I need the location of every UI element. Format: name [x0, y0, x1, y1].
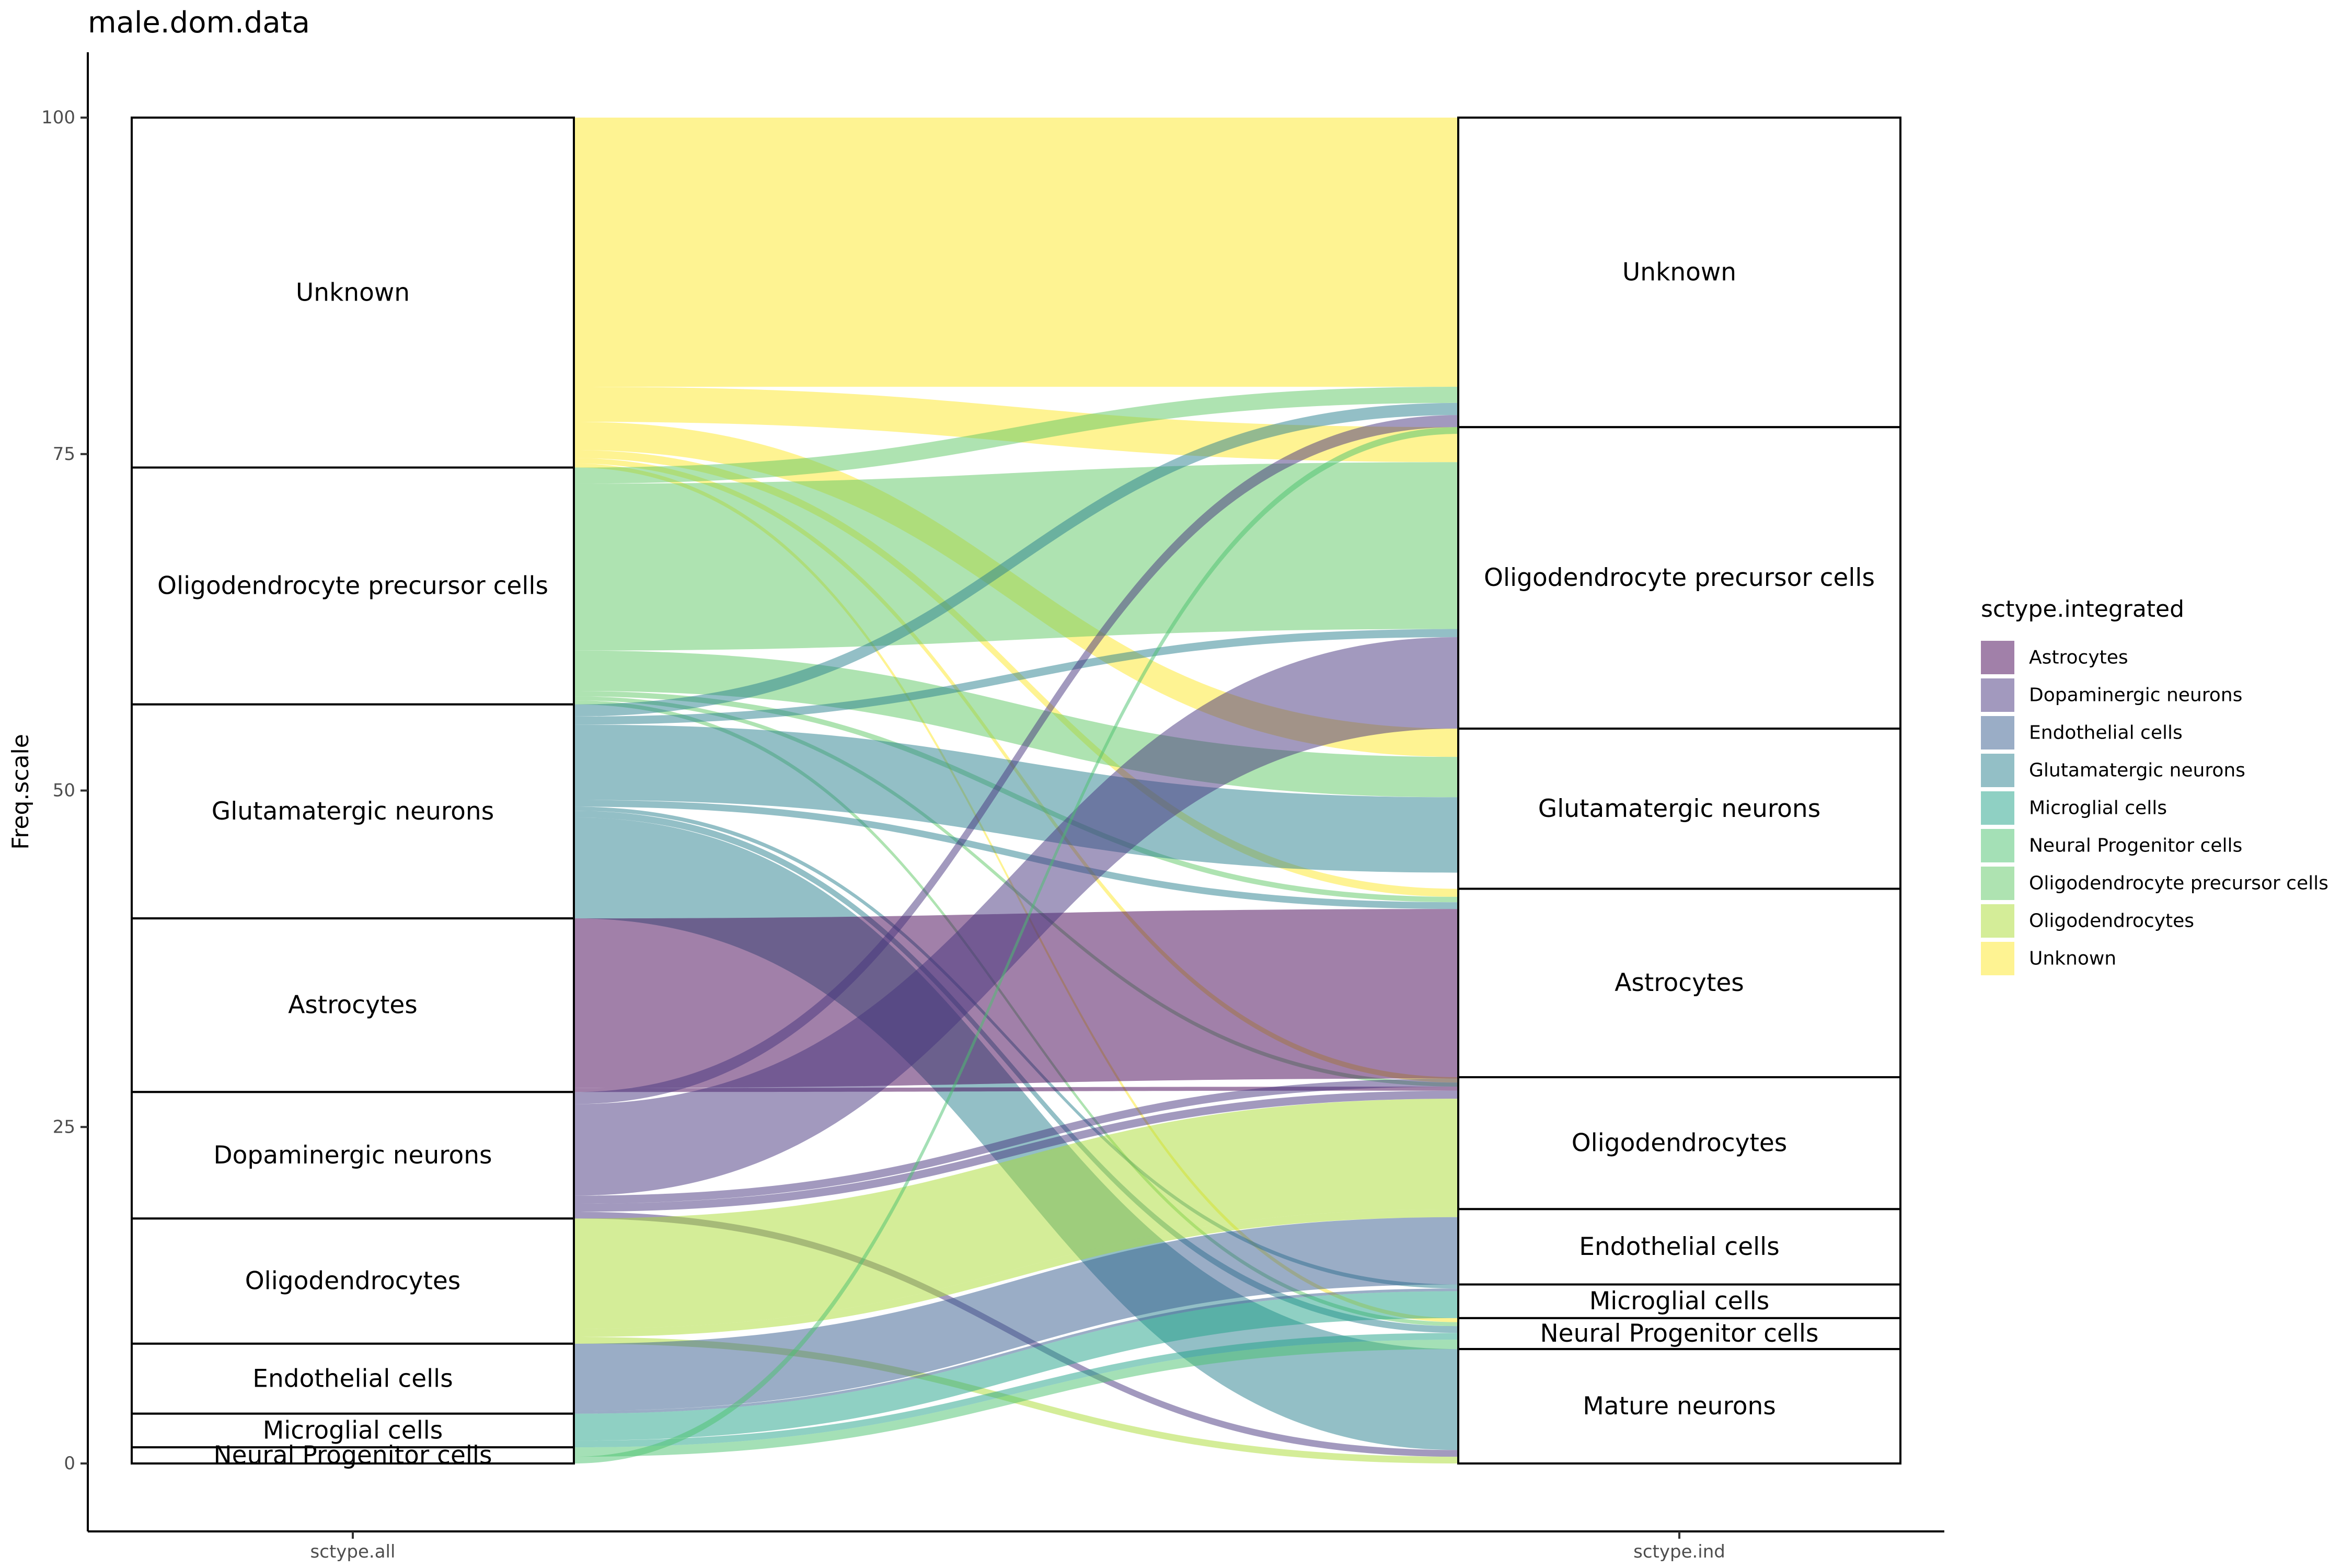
y-tick-label: 0: [64, 1453, 75, 1474]
flow-glutamatergic-neurons-to-unknown: [574, 402, 1458, 717]
stratum-left-glutamatergic-neurons: [131, 703, 575, 920]
y-tick-label: 25: [53, 1116, 75, 1137]
flow-endothelial-cells-to-endothelial-cells: [574, 1217, 1458, 1411]
stratum-label-right-mature-neurons: Mature neurons: [1583, 1392, 1776, 1421]
legend-label-endothelial-cells: Endothelial cells: [2029, 722, 2183, 744]
flow-dopaminergic-neurons-to-astrocytes: [574, 1078, 1458, 1204]
legend-title: sctype.integrated: [1981, 596, 2184, 622]
legend-key-glutamatergic-neurons: [1981, 754, 2014, 787]
flow-unknown-to-unknown: [574, 118, 1458, 387]
stratum-left-endothelial-cells: [131, 1342, 575, 1415]
legend-key-oligodendrocyte-precursor-cells: [1981, 867, 2014, 900]
stratum-label-right-unknown: Unknown: [1622, 258, 1736, 287]
flow-endothelial-cells-to-microglial-cells: [574, 1288, 1458, 1414]
stratum-label-right-oligodendrocyte-precursor-cells: Oligodendrocyte precursor cells: [1484, 563, 1875, 592]
legend-key-neural-progenitor-cells: [1981, 829, 2014, 862]
legend-key-astrocytes: [1981, 641, 2014, 674]
legend-label-oligodendrocyte-precursor-cells: Oligodendrocyte precursor cells: [2029, 873, 2328, 894]
stratum-label-left-dopaminergic-neurons: Dopaminergic neurons: [213, 1141, 492, 1170]
stratum-left-microglial-cells: [131, 1412, 575, 1449]
legend-label-astrocytes: Astrocytes: [2029, 647, 2128, 668]
flows-layer: [574, 118, 1458, 1463]
x-tick-label-sctype-ind: sctype.ind: [1633, 1541, 1725, 1562]
stratum-label-left-endothelial-cells: Endothelial cells: [252, 1364, 453, 1393]
flow-neural-progenitor-cells-to-unknown: [574, 427, 1458, 1463]
legend-label-glutamatergic-neurons: Glutamatergic neurons: [2029, 760, 2245, 781]
stratum-right-glutamatergic-neurons: [1457, 728, 1901, 890]
axes-layer: 0 25 50 75 100 sctype.all sctype.ind Freq.scale…: [7, 6, 1944, 1562]
stratum-right-oligodendrocytes: [1457, 1076, 1901, 1210]
legend-label-microglial-cells: Microglial cells: [2029, 798, 2167, 819]
stratum-label-left-glutamatergic-neurons: Glutamatergic neurons: [212, 797, 494, 826]
y-tick-label: 100: [41, 107, 75, 128]
y-tick-label: 50: [53, 780, 75, 801]
legend-key-endothelial-cells: [1981, 716, 2014, 750]
y-axis-title: Freq.scale: [7, 734, 34, 850]
stratum-label-right-glutamatergic-neurons: Glutamatergic neurons: [1538, 794, 1820, 823]
flow-neural-progenitor-cells-to-neural-progenitor-cells: [574, 1340, 1458, 1457]
flow-dopaminergic-neurons-to-unknown: [574, 415, 1458, 1104]
stratum-right-microglial-cells: [1457, 1283, 1901, 1319]
chart-title: male.dom.data: [88, 6, 310, 40]
stratum-right-astrocytes: [1457, 887, 1901, 1078]
legend-key-oligodendrocytes: [1981, 904, 2014, 938]
flow-microglial-cells-to-microglial-cells: [574, 1291, 1458, 1441]
flow-astrocytes-to-astrocytes: [574, 909, 1458, 1088]
legend-label-neural-progenitor-cells: Neural Progenitor cells: [2029, 835, 2242, 857]
flow-glutamatergic-neurons-to-astrocytes: [574, 800, 1458, 909]
stratum-label-left-astrocytes: Astrocytes: [288, 991, 418, 1020]
stratum-left-neural-progenitor-cells: [131, 1446, 575, 1465]
stratum-label-right-neural-progenitor-cells: Neural Progenitor cells: [1540, 1319, 1819, 1348]
flow-glutamatergic-neurons-to-glutamatergic-neurons: [574, 724, 1458, 873]
flow-microglial-cells-to-neural-progenitor-cells: [574, 1333, 1458, 1448]
flow-oligodendrocytes-to-oligodendrocytes: [574, 1099, 1458, 1329]
stratum-left-oligodendrocytes: [131, 1217, 575, 1345]
flow-dopaminergic-neurons-to-oligodendrocytes: [574, 1090, 1458, 1212]
flow-oligodendrocytes-to-endothelial-cells: [574, 1209, 1458, 1337]
stratum-label-right-astrocytes: Astrocytes: [1615, 969, 1744, 997]
stratum-label-left-unknown: Unknown: [296, 278, 410, 307]
legend-label-oligodendrocytes: Oligodendrocytes: [2029, 910, 2194, 932]
stratum-right-oligodendrocyte-precursor-cells: [1457, 426, 1901, 730]
legend-key-microglial-cells: [1981, 791, 2014, 825]
legend: sctype.integrated Astrocytes Dopaminergic …: [1981, 596, 2328, 975]
stratum-label-right-microglial-cells: Microglial cells: [1589, 1287, 1770, 1316]
stratum-right-mature-neurons: [1457, 1348, 1901, 1465]
stratum-left-unknown: [131, 117, 575, 469]
stratum-label-right-oligodendrocytes: Oligodendrocytes: [1572, 1129, 1788, 1158]
stratum-label-left-microglial-cells: Microglial cells: [263, 1416, 443, 1445]
stratum-right-endothelial-cells: [1457, 1208, 1901, 1286]
strata-layer: Unknown Oligodendrocyte precursor cells Gl…: [131, 117, 1901, 1470]
flow-dopaminergic-neurons-to-oligodendrocyte-precursor-cells: [574, 637, 1458, 1196]
legend-key-unknown: [1981, 942, 2014, 975]
stratum-left-dopaminergic-neurons: [131, 1091, 575, 1220]
legend-key-dopaminergic-neurons: [1981, 678, 2014, 712]
stratum-left-oligodendrocyte-precursor-cells: [131, 466, 575, 706]
stratum-label-left-oligodendrocyte-precursor-cells: Oligodendrocyte precursor cells: [157, 572, 548, 601]
stratum-right-unknown: [1457, 117, 1901, 429]
x-tick-label-sctype-all: sctype.all: [310, 1541, 396, 1562]
flow-glutamatergic-neurons-to-oligodendrocyte-precursor-cells: [574, 629, 1458, 725]
flow-glutamatergic-neurons-to-mature-neurons: [574, 817, 1458, 1450]
stratum-label-right-endothelial-cells: Endothelial cells: [1579, 1232, 1779, 1261]
y-tick-label: 75: [53, 444, 75, 465]
legend-label-unknown: Unknown: [2029, 948, 2116, 970]
stratum-label-left-oligodendrocytes: Oligodendrocytes: [245, 1267, 461, 1296]
stratum-label-left-neural-progenitor-cells: Neural Progenitor cells: [214, 1441, 492, 1470]
legend-label-dopaminergic-neurons: Dopaminergic neurons: [2029, 685, 2242, 706]
flow-oligodendrocyte-precursor-cells-to-unknown: [574, 387, 1458, 484]
